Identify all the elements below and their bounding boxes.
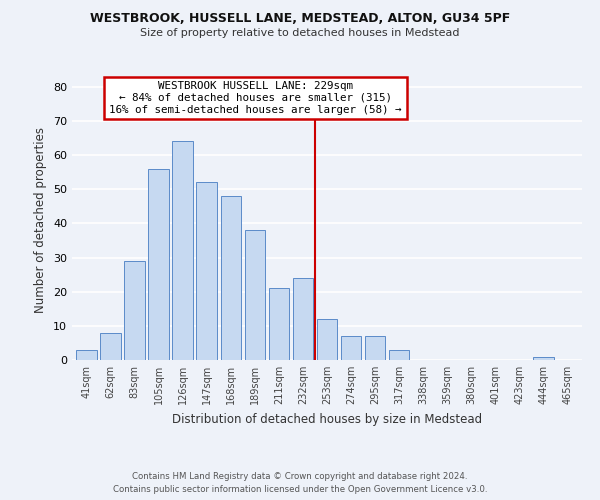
Bar — [196, 182, 217, 360]
Bar — [317, 319, 337, 360]
Bar — [172, 142, 193, 360]
Text: WESTBROOK, HUSSELL LANE, MEDSTEAD, ALTON, GU34 5PF: WESTBROOK, HUSSELL LANE, MEDSTEAD, ALTON… — [90, 12, 510, 26]
Bar — [341, 336, 361, 360]
Bar — [533, 356, 554, 360]
Bar — [269, 288, 289, 360]
Bar — [365, 336, 385, 360]
Bar — [148, 169, 169, 360]
Bar — [293, 278, 313, 360]
Bar — [100, 332, 121, 360]
Text: Size of property relative to detached houses in Medstead: Size of property relative to detached ho… — [140, 28, 460, 38]
Bar — [221, 196, 241, 360]
Text: Contains public sector information licensed under the Open Government Licence v3: Contains public sector information licen… — [113, 485, 487, 494]
Bar — [124, 261, 145, 360]
X-axis label: Distribution of detached houses by size in Medstead: Distribution of detached houses by size … — [172, 412, 482, 426]
Bar — [245, 230, 265, 360]
Text: WESTBROOK HUSSELL LANE: 229sqm
← 84% of detached houses are smaller (315)
16% of: WESTBROOK HUSSELL LANE: 229sqm ← 84% of … — [109, 82, 402, 114]
Text: Contains HM Land Registry data © Crown copyright and database right 2024.: Contains HM Land Registry data © Crown c… — [132, 472, 468, 481]
Bar — [76, 350, 97, 360]
Y-axis label: Number of detached properties: Number of detached properties — [34, 127, 47, 313]
Bar — [389, 350, 409, 360]
